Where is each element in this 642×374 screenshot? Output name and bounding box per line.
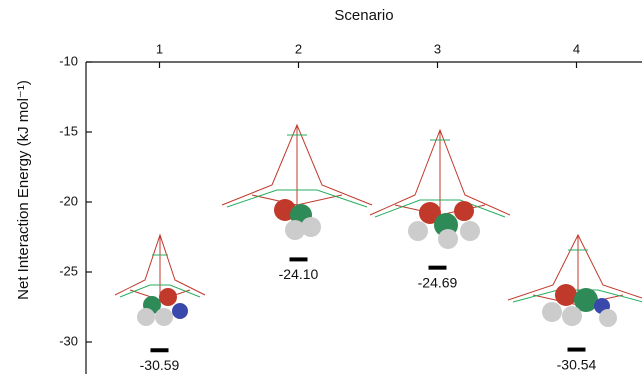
value-label: -24.10 (279, 266, 319, 282)
marker (290, 257, 308, 261)
y-tick-label: -20 (59, 193, 78, 208)
y-axis-title: Net Interaction Energy (kJ mol⁻¹) (15, 80, 32, 300)
x-axis-title: Scenario (334, 7, 393, 24)
y-tick-label: -15 (59, 123, 78, 138)
marker (151, 348, 169, 352)
molecule (508, 235, 642, 327)
x-tick-label: 1 (156, 41, 163, 56)
molecule (370, 130, 510, 249)
value-label: -24.69 (418, 274, 458, 290)
x-tick-label: 4 (573, 41, 580, 56)
y-tick-label: -10 (59, 53, 78, 68)
x-tick-label: 2 (295, 41, 302, 56)
y-tick-label: -30 (59, 333, 78, 348)
x-tick-label: 3 (434, 41, 441, 56)
molecule (115, 235, 205, 326)
marker (568, 348, 586, 352)
molecules (115, 125, 642, 327)
y-tick-label: -25 (59, 263, 78, 278)
molecule (222, 125, 372, 240)
chart: Scenario Net Interaction Energy (kJ mol⁻… (0, 0, 642, 374)
marker (429, 266, 447, 270)
value-label: -30.54 (557, 356, 597, 372)
value-label: -30.59 (140, 357, 180, 373)
